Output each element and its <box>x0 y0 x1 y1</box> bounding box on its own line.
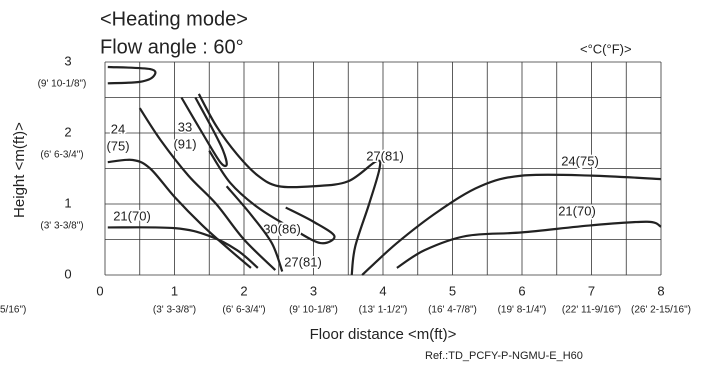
contour-line <box>138 107 277 271</box>
x-tick-label: 7 <box>588 283 595 298</box>
contour-line <box>208 150 336 245</box>
x-tick-sublabel: (16' 4-7/8") <box>428 305 477 316</box>
y-tick-sublabel: (3' 3-3/8") <box>40 221 83 232</box>
x-tick-sublabel: 5/16") <box>0 305 26 316</box>
contour-line <box>180 96 228 168</box>
x-tick-label: 5 <box>449 283 456 298</box>
y-tick-label: 3 <box>64 53 71 68</box>
x-tick-label: 3 <box>310 283 317 298</box>
x-tick-sublabel: (9' 10-1/8") <box>289 305 338 316</box>
contour-label: 24 <box>111 121 125 136</box>
contour-label: (75) <box>106 138 129 153</box>
y-tick-sublabel: (6' 6-3/4") <box>40 150 83 161</box>
contour-line <box>107 226 259 269</box>
contour-line <box>107 65 157 85</box>
contour-line <box>225 185 284 272</box>
contour-line <box>396 220 662 269</box>
x-tick-label: 6 <box>518 283 525 298</box>
contour-label: 24(75) <box>561 153 599 168</box>
x-tick-sublabel: (19' 8-1/4") <box>498 305 547 316</box>
chart-title: <Heating mode> <box>100 8 248 30</box>
x-tick-label: 2 <box>240 283 247 298</box>
y-axis-title: Height <m(ft)> <box>11 122 28 218</box>
x-tick-label: 8 <box>657 283 664 298</box>
chart-subtitle: Flow angle : 60° <box>100 36 244 58</box>
y-tick-label: 1 <box>64 195 71 210</box>
y-tick-label: 2 <box>64 124 71 139</box>
x-tick-label: 1 <box>171 283 178 298</box>
x-tick-label: 0 <box>96 283 103 298</box>
contour-line <box>107 158 252 269</box>
x-tick-sublabel: (26' 2-15/16") <box>631 305 691 316</box>
reference: Ref.:TD_PCFY-P-NGMU-E_H60 <box>425 350 583 362</box>
x-tick-sublabel: (3' 3-3/8") <box>153 305 196 316</box>
x-axis-title: Floor distance <m(ft)> <box>310 326 457 343</box>
y-tick-sublabel: (9' 10-1/8") <box>38 79 87 90</box>
contour-line <box>361 173 662 276</box>
x-tick-sublabel: (22' 11-9/16") <box>562 305 621 316</box>
contour-label: 33 <box>178 119 192 134</box>
y-tick-label: 0 <box>64 266 71 281</box>
contour-label: 21(70) <box>113 208 151 223</box>
unit-note: <°C(°F)> <box>580 41 632 56</box>
x-tick-label: 4 <box>379 283 386 298</box>
contour-label: 27(81) <box>284 254 322 269</box>
contour-label: 30(86) <box>263 221 301 236</box>
x-tick-sublabel: (6' 6-3/4") <box>222 305 265 316</box>
contour-label: 21(70) <box>558 203 596 218</box>
contour-label: 27(81) <box>366 148 404 163</box>
contour-label: (91) <box>173 136 196 151</box>
contour-line <box>197 93 382 276</box>
x-tick-sublabel: (13' 1-1/2") <box>359 305 408 316</box>
